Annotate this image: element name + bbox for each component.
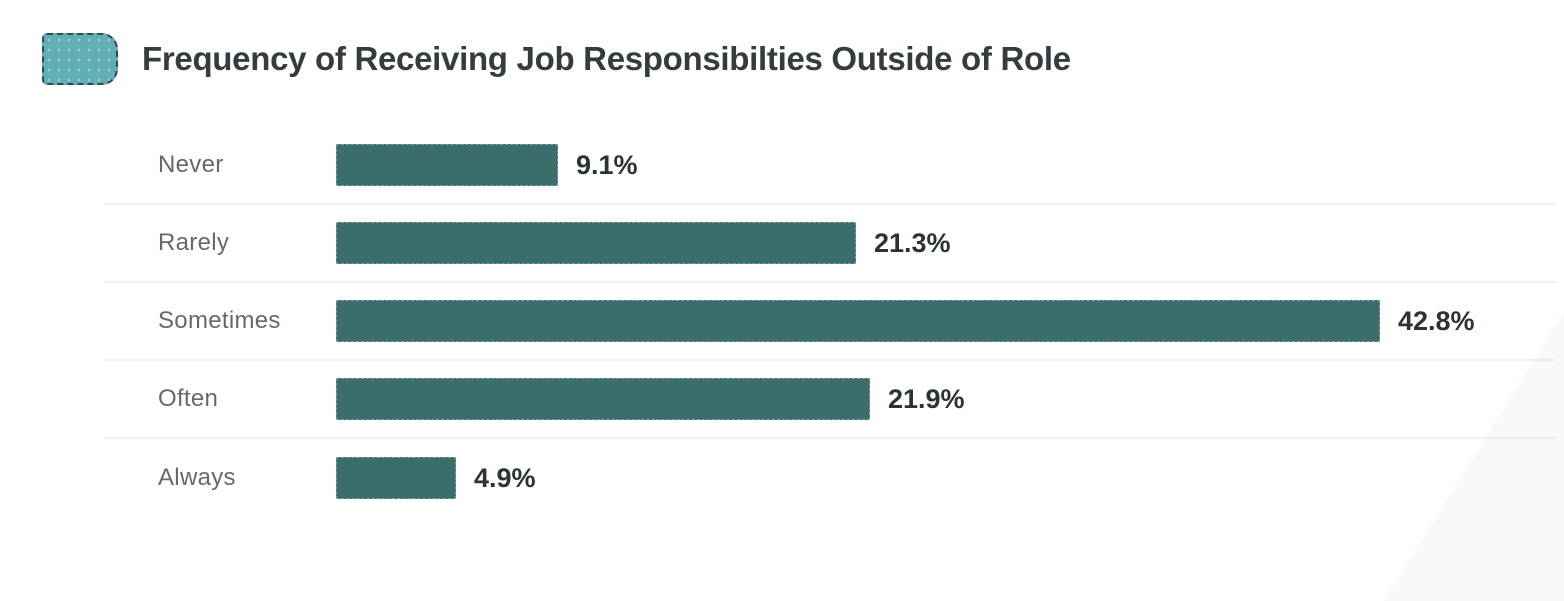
category-label: Often bbox=[158, 385, 219, 412]
value-label: 4.9% bbox=[474, 462, 536, 493]
value-label: 21.9% bbox=[888, 383, 965, 414]
bar-track: 9.1% bbox=[336, 144, 1556, 186]
bar-track: 4.9% bbox=[336, 457, 1556, 499]
category-label: Sometimes bbox=[158, 307, 281, 334]
bar-track: 42.8% bbox=[336, 300, 1556, 342]
bar bbox=[336, 378, 870, 420]
bar-chart: Never 9.1% Rarely 21.3% Sometimes 42.8% … bbox=[104, 127, 1556, 517]
value-label: 9.1% bbox=[576, 149, 638, 180]
category-label: Never bbox=[158, 151, 224, 178]
teal-swatch-icon bbox=[42, 33, 118, 85]
bar bbox=[336, 222, 856, 264]
category-label: Always bbox=[158, 464, 236, 491]
bar-track: 21.3% bbox=[336, 222, 1556, 264]
category-label: Rarely bbox=[158, 229, 230, 256]
chart-header: Frequency of Receiving Job Responsibilti… bbox=[42, 33, 1564, 85]
chart-row: Rarely 21.3% bbox=[104, 205, 1556, 283]
value-label: 42.8% bbox=[1398, 305, 1475, 336]
bar bbox=[336, 144, 558, 186]
chart-title: Frequency of Receiving Job Responsibilti… bbox=[142, 40, 1071, 77]
chart-row: Always 4.9% bbox=[104, 439, 1556, 517]
value-label: 21.3% bbox=[874, 227, 951, 258]
chart-row: Never 9.1% bbox=[104, 127, 1556, 205]
chart-row: Often 21.9% bbox=[104, 361, 1556, 439]
chart-row: Sometimes 42.8% bbox=[104, 283, 1556, 361]
bar bbox=[336, 457, 456, 499]
bar-track: 21.9% bbox=[336, 378, 1556, 420]
bar bbox=[336, 300, 1380, 342]
